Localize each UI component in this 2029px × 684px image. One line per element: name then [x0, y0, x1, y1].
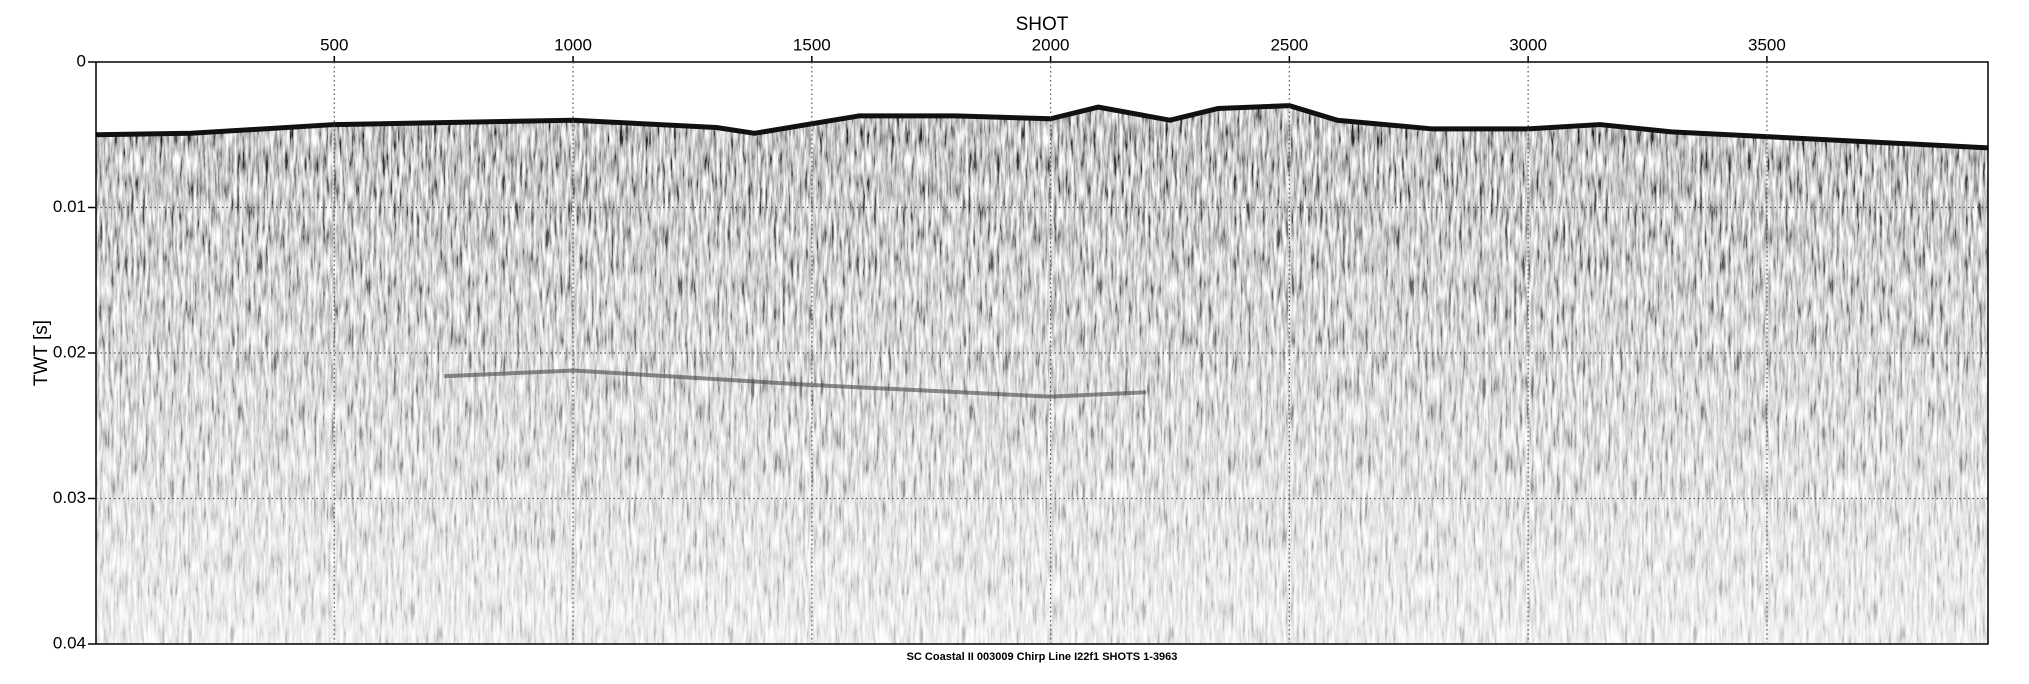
water-column [96, 62, 1988, 148]
x-tick-label: 3500 [1748, 35, 1786, 54]
y-tick-label: 0.03 [53, 488, 86, 507]
y-tick-label: 0.02 [53, 342, 86, 361]
y-tick-label: 0.04 [53, 633, 86, 652]
x-tick-label: 1000 [554, 35, 592, 54]
y-tick-label: 0 [77, 51, 86, 70]
caption: SC Coastal II 003009 Chirp Line I22f1 SH… [907, 651, 1178, 663]
x-tick-label: 3000 [1509, 35, 1547, 54]
y-axis-title: TWT [s] [31, 320, 52, 386]
x-tick-label: 1500 [793, 35, 831, 54]
reflector [96, 103, 1988, 151]
y-tick-label: 0.01 [53, 197, 86, 216]
x-tick-label: 500 [320, 35, 348, 54]
x-tick-label: 2500 [1270, 35, 1308, 54]
x-tick-label: 2000 [1032, 35, 1070, 54]
x-axis-title: SHOT [1016, 14, 1069, 35]
reflector [444, 368, 1147, 399]
